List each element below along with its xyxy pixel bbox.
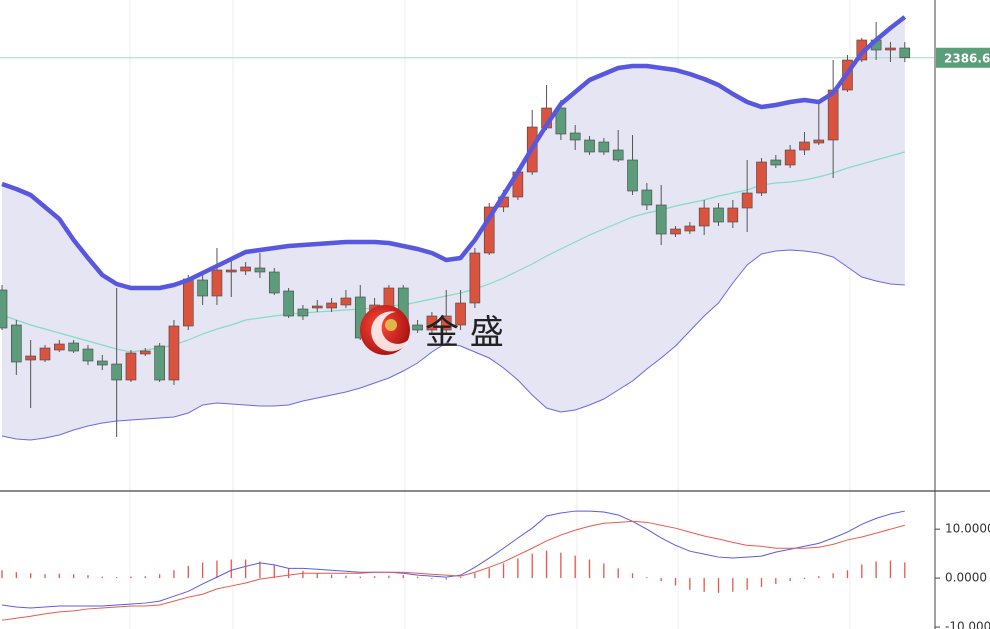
price-panel [0, 15, 935, 441]
candle-body [54, 343, 65, 351]
candle-body [440, 315, 452, 331]
candle-body [885, 47, 896, 51]
candle-body [713, 207, 724, 223]
macd-panel [1, 510, 906, 621]
candle-body [283, 290, 294, 317]
candle-body [584, 139, 595, 153]
candle-body [82, 348, 94, 362]
candle-body [97, 360, 108, 366]
candle-body [741, 192, 753, 209]
candle-body [326, 302, 337, 309]
last-price-label: 2386.67 [944, 51, 990, 65]
macd-line [1, 510, 905, 609]
band-line [1, 15, 907, 291]
candle-body [125, 352, 137, 381]
candle-body [670, 228, 681, 235]
price-axis: 2386.67 10.0000 0.0000 -10.0000 [935, 47, 990, 629]
watermark-text: 金 盛 [425, 313, 504, 353]
candle-body [598, 141, 610, 153]
band-line [1, 249, 905, 441]
candle-body [469, 252, 481, 304]
candle-body [799, 141, 810, 151]
candle-body [197, 279, 208, 297]
candle-body [641, 189, 653, 206]
candle-body [11, 324, 22, 363]
y-tick-label: 10.0000 [945, 522, 990, 536]
y-tick-label: -10.0000 [945, 620, 990, 629]
candle-body [211, 269, 223, 297]
candle-body [154, 345, 165, 381]
candle-body [426, 315, 438, 331]
candle-body [727, 207, 739, 223]
candle-body [225, 269, 237, 273]
candle-body [698, 207, 710, 227]
candle-body [569, 132, 581, 141]
candle-body [111, 363, 122, 381]
candle-body [684, 225, 696, 232]
candle-body [39, 347, 51, 361]
candle-body [340, 297, 352, 306]
candle-body [254, 267, 266, 273]
macd-line [1, 520, 905, 621]
candle-body [168, 325, 180, 381]
candle-body [756, 161, 767, 194]
band-line [1, 151, 905, 353]
candle-body [555, 107, 567, 135]
candle-body [68, 342, 79, 352]
candle-body [612, 149, 624, 161]
candle-body [770, 159, 782, 166]
candle-body [311, 305, 323, 309]
last-price-box [936, 47, 990, 68]
candle-body [813, 139, 825, 144]
candle-body [182, 278, 194, 327]
candle-body [412, 324, 423, 331]
band-fill [2, 17, 905, 440]
candle-body [140, 350, 151, 355]
candle-body [268, 271, 280, 294]
candle-body [25, 355, 36, 361]
candle-body [784, 149, 796, 166]
candle-body [0, 289, 8, 329]
candle-body [483, 206, 495, 254]
candle-body [655, 204, 667, 235]
candle-body [240, 266, 251, 272]
watermark-logo: 金 盛 [360, 305, 504, 355]
y-tick-label: 0.0000 [945, 571, 987, 585]
candle-body [899, 47, 911, 59]
candle-body [627, 159, 638, 192]
candle-body [297, 308, 309, 317]
candle-body [455, 302, 466, 326]
